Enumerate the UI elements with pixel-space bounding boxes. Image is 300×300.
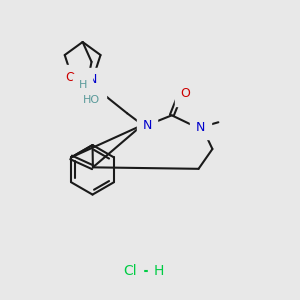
Text: H: H — [154, 264, 164, 278]
Text: N: N — [196, 121, 205, 134]
Text: O: O — [181, 87, 190, 100]
Text: O: O — [66, 70, 76, 84]
Text: Cl: Cl — [123, 264, 137, 278]
Text: H: H — [78, 80, 87, 90]
Text: N: N — [142, 119, 152, 132]
Text: HO: HO — [83, 95, 100, 106]
Text: N: N — [88, 73, 97, 86]
